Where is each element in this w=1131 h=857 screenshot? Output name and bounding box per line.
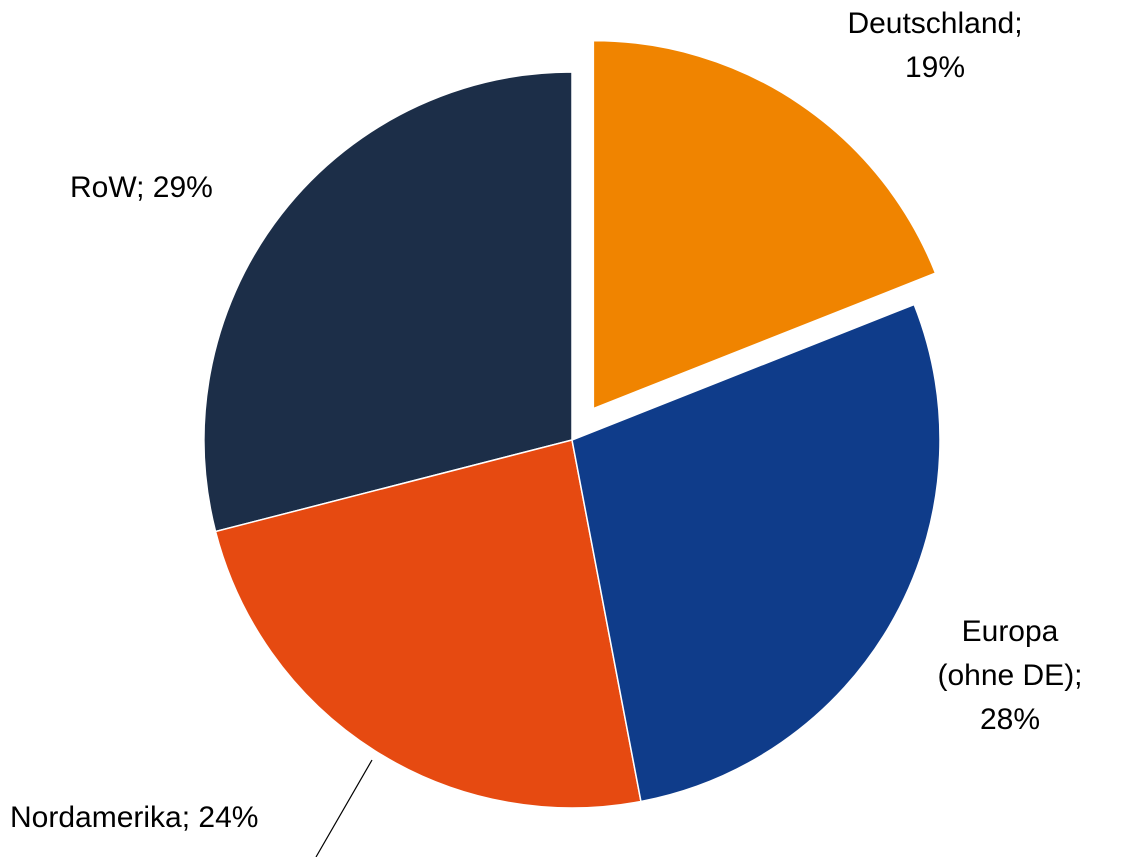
data-label: Deutschland; 19%: [847, 7, 1023, 84]
data-label: Europa (ohne DE); 28%: [937, 615, 1083, 736]
data-label: Nordamerika; 24%: [10, 801, 259, 834]
leader-line: [315, 759, 373, 857]
pie-slice: [214, 439, 642, 809]
pie-slice: [571, 303, 941, 803]
pie-slice: [203, 71, 573, 533]
pie-slice: [592, 39, 937, 410]
data-label: RoW; 29%: [70, 171, 213, 204]
